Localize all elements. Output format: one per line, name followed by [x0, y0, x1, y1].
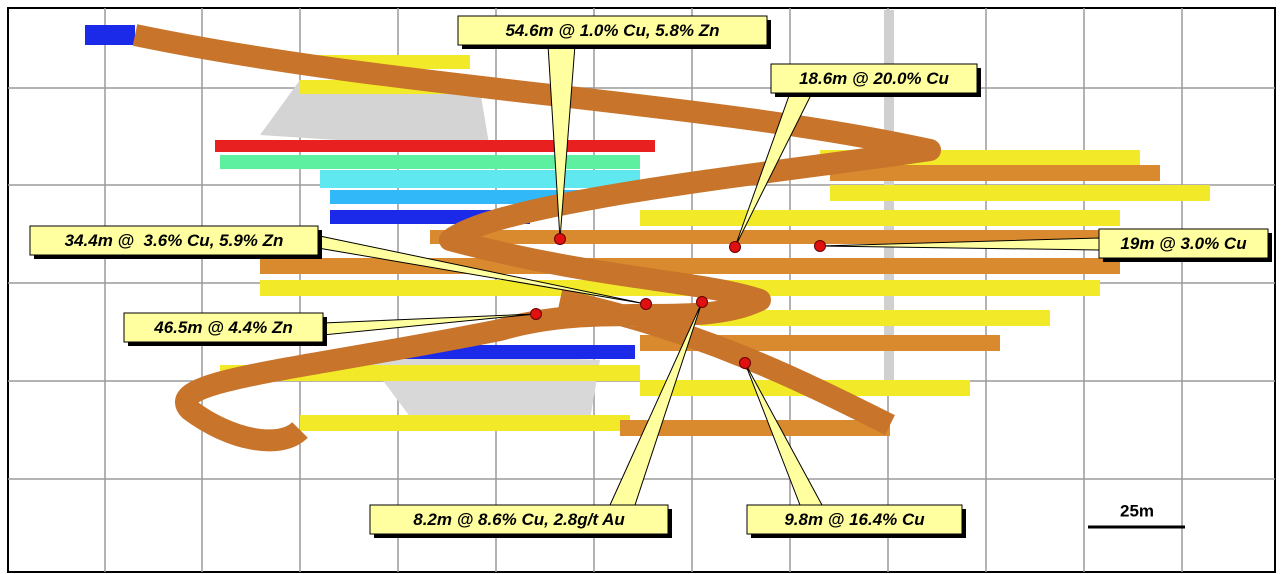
callout-label: 46.5m @ 4.4% Zn: [153, 318, 292, 337]
callout-label: 8.2m @ 8.6% Cu, 2.8g/t Au: [413, 510, 625, 529]
callout-label: 54.6m @ 1.0% Cu, 5.8% Zn: [505, 21, 719, 40]
sample-point: [815, 241, 826, 252]
sample-point: [555, 234, 566, 245]
sample-point: [740, 358, 751, 369]
sample-point: [730, 242, 741, 253]
sample-point: [697, 297, 708, 308]
sample-point: [641, 299, 652, 310]
scale-label: 25m: [1120, 501, 1154, 520]
sample-point: [531, 309, 542, 320]
callout-label: 19m @ 3.0% Cu: [1120, 234, 1247, 253]
figure: 54.6m @ 1.0% Cu, 5.8% Zn 18.6m @ 20.0% Cu…: [0, 0, 1282, 574]
callout-label: 34.4m @ 3.6% Cu, 5.9% Zn: [65, 231, 284, 250]
callout-label: 18.6m @ 20.0% Cu: [799, 69, 949, 88]
callout-label: 9.8m @ 16.4% Cu: [784, 510, 925, 529]
